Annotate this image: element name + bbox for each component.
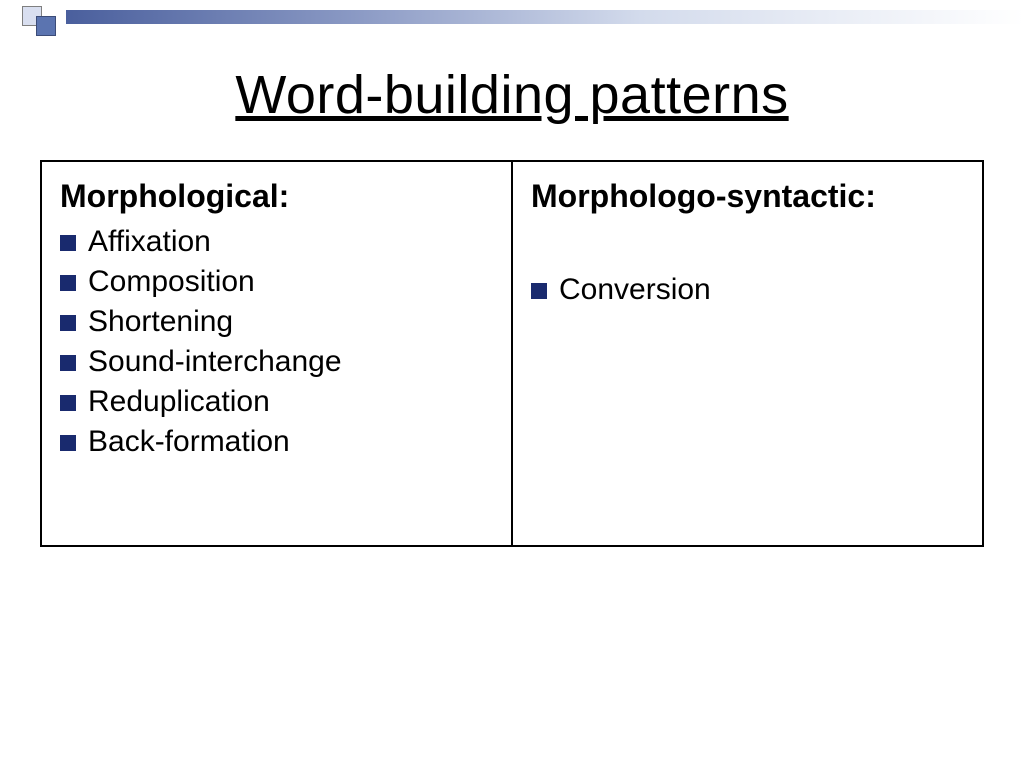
slide-title: Word-building patterns <box>0 64 1024 126</box>
column-spacer <box>531 225 964 267</box>
bullet-list-right: Conversion <box>531 273 964 307</box>
column-heading: Morphological: <box>60 178 493 215</box>
square-dark <box>36 16 56 36</box>
list-item: Conversion <box>531 273 964 307</box>
column-right: Morphologo-syntactic: Conversion <box>512 161 983 546</box>
corner-squares <box>22 6 66 36</box>
content-table: Morphological: Affixation Composition Sh… <box>40 160 984 547</box>
list-item: Sound-interchange <box>60 345 493 379</box>
top-decoration-bar <box>0 0 1024 36</box>
list-item: Back-formation <box>60 425 493 459</box>
list-item: Affixation <box>60 225 493 259</box>
slide-body: Word-building patterns Morphological: Af… <box>0 64 1024 768</box>
column-left: Morphological: Affixation Composition Sh… <box>41 161 512 546</box>
top-gradient <box>66 10 1024 24</box>
list-item: Reduplication <box>60 385 493 419</box>
content-table-wrap: Morphological: Affixation Composition Sh… <box>40 160 984 547</box>
list-item: Composition <box>60 265 493 299</box>
list-item: Shortening <box>60 305 493 339</box>
column-heading: Morphologo-syntactic: <box>531 178 964 215</box>
bullet-list-left: Affixation Composition Shortening Sound-… <box>60 225 493 459</box>
